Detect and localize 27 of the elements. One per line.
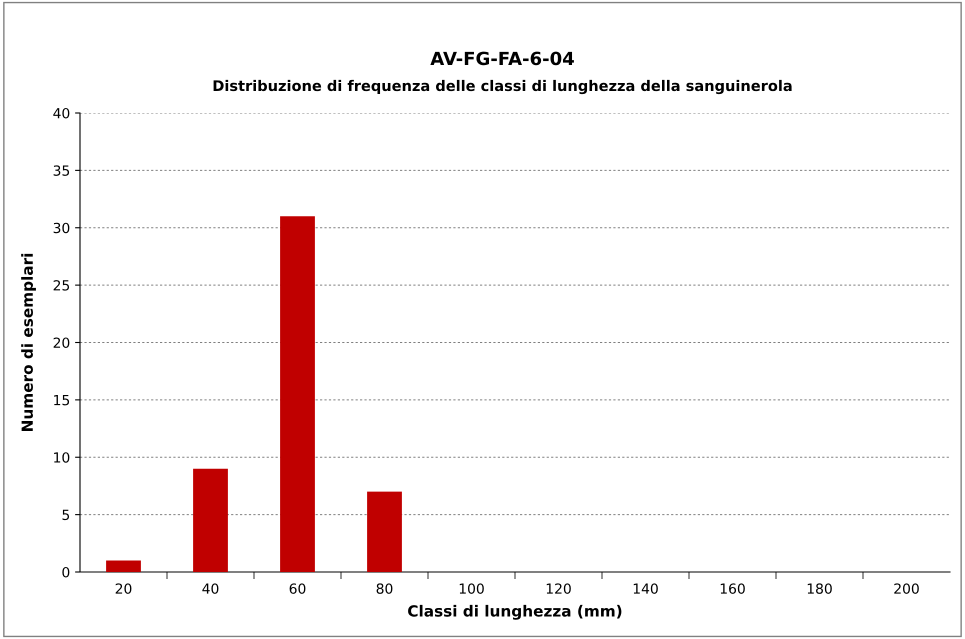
y-tick-label: 25 (54, 280, 70, 291)
x-tick-label: 40 (202, 583, 218, 594)
bar (193, 468, 228, 572)
x-tick-label: 200 (894, 583, 919, 594)
x-tick-label: 20 (116, 583, 132, 594)
x-tick-label: 180 (808, 583, 832, 594)
x-tick-label: 100 (460, 583, 484, 594)
y-tick-label: 5 (62, 510, 70, 520)
y-tick-label: 30 (54, 222, 70, 234)
y-tick-label: 10 (54, 452, 70, 463)
y-tick-label: 35 (54, 165, 70, 176)
bar (280, 216, 315, 572)
y-tick-label: 15 (54, 395, 70, 406)
x-tick-label: 60 (290, 583, 306, 594)
x-tick-label: 80 (376, 583, 392, 594)
x-tick-label: 120 (546, 583, 571, 594)
bar (106, 560, 141, 572)
y-axis-title: Numero di esemplari (21, 254, 36, 431)
y-tick-label: 0 (62, 566, 70, 578)
x-tick-label: 140 (634, 583, 658, 594)
x-axis-title: Classi di lunghezza (mm) (408, 604, 622, 620)
x-tick-label: 160 (720, 583, 745, 594)
chart-subtitle: Distribuzione di frequenza delle classi di lunghezza della sanguinerola (214, 80, 792, 94)
bar (367, 492, 402, 572)
y-tick-label: 20 (54, 337, 70, 348)
y-tick-label: 40 (53, 108, 70, 118)
chart-title: AV-FG-FA-6-04 (430, 52, 574, 66)
